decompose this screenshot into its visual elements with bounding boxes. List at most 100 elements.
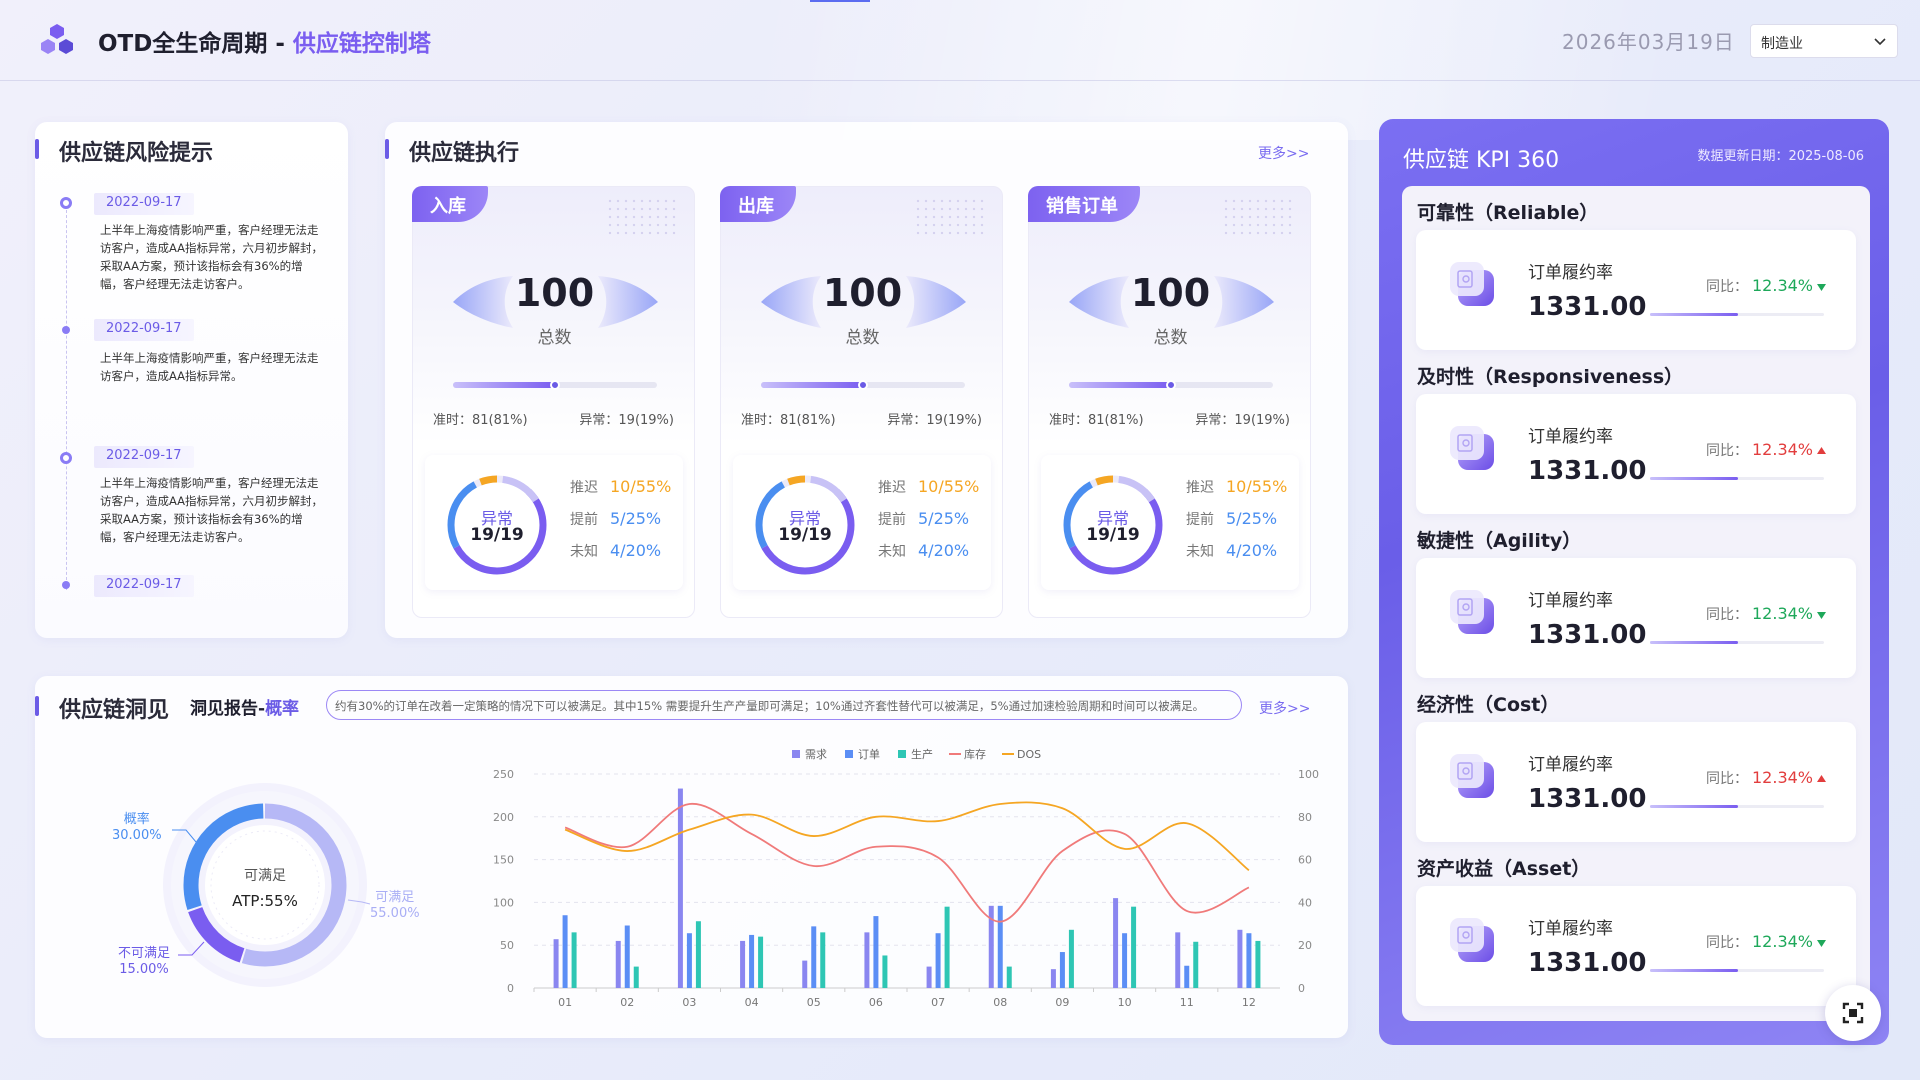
legend-label[interactable]: 库存: [964, 747, 986, 761]
pie-slice: [183, 803, 347, 967]
insight-subtitle: 洞见报告-概率: [190, 699, 300, 719]
kpi-card[interactable]: 订单履约率 1331.00 同比： 12.34%: [1416, 558, 1856, 678]
y-tick-left: 200: [493, 811, 514, 824]
bar-生产: [882, 955, 888, 988]
bar-订单: [1246, 933, 1252, 988]
pie-slice: [183, 803, 347, 967]
kpi-metric-name: 订单履约率: [1528, 427, 1613, 447]
bar-订单: [997, 905, 1003, 988]
x-tick: 04: [745, 996, 759, 1009]
legend-swatch: [792, 750, 800, 758]
kpi-metric-name: 订单履约率: [1528, 263, 1613, 283]
legend-label[interactable]: DOS: [1017, 748, 1041, 761]
y-tick-left: 50: [500, 939, 514, 952]
y-tick-right: 40: [1298, 896, 1312, 909]
breakdown-key: 推迟: [1186, 480, 1214, 496]
breakdown-value: 10/55%: [1226, 477, 1288, 496]
insight-more-link[interactable]: 更多>>: [1259, 701, 1311, 717]
risk-title: 供应链风险提示: [35, 135, 213, 167]
breakdown-key: 未知: [878, 544, 906, 560]
exec-total-label: 总数: [537, 328, 572, 348]
exec-card-tab[interactable]: 销售订单: [1028, 186, 1140, 222]
exec-total-label: 总数: [1153, 328, 1188, 348]
ring-value: 19/19: [470, 525, 524, 545]
exec-card-tab[interactable]: 入库: [412, 186, 488, 222]
exec-total: 100: [514, 271, 595, 315]
chevron-down-icon: [1874, 38, 1886, 46]
kpi-metric-value: 1331.00: [1528, 948, 1647, 978]
bar-订单: [749, 934, 755, 988]
exec-abnormal: 异常：19(19%): [579, 413, 674, 428]
exec-total: 100: [1130, 271, 1211, 315]
exec-total: 100: [822, 271, 903, 315]
bar-订单: [1184, 965, 1190, 988]
kpi-card[interactable]: 订单履约率 1331.00 同比： 12.34%: [1416, 722, 1856, 842]
document-search-icon: [1450, 426, 1494, 470]
bar-订单: [686, 933, 692, 988]
breakdown-key: 推迟: [570, 480, 598, 496]
kpi-card[interactable]: 订单履约率 1331.00 同比： 12.34%: [1416, 886, 1856, 1006]
x-tick: 02: [620, 996, 634, 1009]
industry-select[interactable]: 制造业: [1750, 24, 1898, 58]
kpi-metric-name: 订单履约率: [1528, 591, 1613, 611]
bar-需求: [926, 966, 932, 988]
exec-more-link[interactable]: 更多>>: [1258, 146, 1310, 162]
risk-date: 2022-09-17: [94, 575, 194, 597]
fullscreen-icon: [1842, 1002, 1864, 1024]
bar-生产: [633, 966, 639, 988]
fullscreen-button[interactable]: [1825, 985, 1881, 1041]
kpi-title: 供应链 KPI 360: [1403, 148, 1560, 173]
kpi-section-title: 经济性（Cost）: [1417, 694, 1560, 716]
ring-value: 19/19: [1086, 525, 1140, 545]
triangle-down-icon: [1817, 284, 1827, 291]
triangle-down-icon: [1817, 940, 1827, 947]
risk-date: 2022-09-17: [94, 319, 194, 341]
abnormal-ring-chart: [1063, 475, 1163, 575]
breakdown-value: 5/25%: [610, 509, 662, 528]
abnormal-ring-chart: [447, 475, 547, 575]
kpi-card[interactable]: 订单履约率 1331.00 同比： 12.34%: [1416, 394, 1856, 514]
bar-需求: [553, 939, 559, 988]
breakdown-value: 4/20%: [1226, 541, 1278, 560]
legend-label[interactable]: 需求: [805, 748, 827, 761]
breakdown-key: 提前: [878, 512, 906, 528]
bar-订单: [811, 926, 817, 988]
legend-label[interactable]: 订单: [858, 748, 880, 761]
bar-需求: [1237, 929, 1243, 988]
breakdown-key: 提前: [1186, 512, 1214, 528]
exec-progress-bar: [761, 380, 965, 390]
kpi-progress: [1650, 477, 1824, 480]
abnormal-ring-chart: [755, 475, 855, 575]
bar-需求: [615, 940, 621, 988]
risk-date: 2022-09-17: [94, 193, 194, 215]
exec-card-tab[interactable]: 出库: [720, 186, 796, 222]
kpi-panel: 供应链 KPI 360 数据更新日期：2025-08-06 可靠性（Reliab…: [1379, 119, 1889, 1045]
bar-需求: [1050, 969, 1056, 988]
bar-订单: [873, 916, 879, 988]
timeline-dot: [60, 452, 72, 464]
bar-生产: [1131, 906, 1137, 988]
bar-订单: [562, 915, 568, 988]
y-tick-left: 100: [493, 896, 514, 909]
breakdown-key: 推迟: [878, 480, 906, 496]
breakdown-key: 提前: [570, 512, 598, 528]
bar-需求: [740, 940, 746, 988]
kpi-list: 可靠性（Reliable） 订单履约率 1331.00 同比： 12.34% 及时…: [1402, 186, 1870, 1021]
triangle-up-icon: [1817, 447, 1827, 454]
x-tick: 06: [869, 996, 883, 1009]
y-tick-right: 80: [1298, 811, 1312, 824]
y-tick-right: 100: [1298, 768, 1319, 781]
legend-label[interactable]: 生产: [911, 747, 933, 761]
exec-abnormal: 异常：19(19%): [1195, 413, 1290, 428]
kpi-section-title: 资产收益（Asset）: [1417, 858, 1591, 880]
kpi-metric-name: 订单履约率: [1528, 755, 1613, 775]
combo-chart: 0 50 100 150 200 250 0 20 40 60 80 100 01 02 03 04 05 06 0…: [493, 747, 1319, 1009]
breakdown-key: 未知: [570, 544, 598, 560]
x-tick: 05: [807, 996, 821, 1009]
breakdown-value: 5/25%: [1226, 509, 1278, 528]
dots-decoration: [606, 197, 680, 237]
kpi-yoy: 同比： 12.34%: [1706, 276, 1827, 296]
exec-abnormal-breakdown: 异常 19/19 推迟 10/55% 提前 5/25% 未知 4/20%: [425, 455, 683, 590]
bar-订单: [1059, 952, 1065, 988]
kpi-card[interactable]: 订单履约率 1331.00 同比： 12.34%: [1416, 230, 1856, 350]
